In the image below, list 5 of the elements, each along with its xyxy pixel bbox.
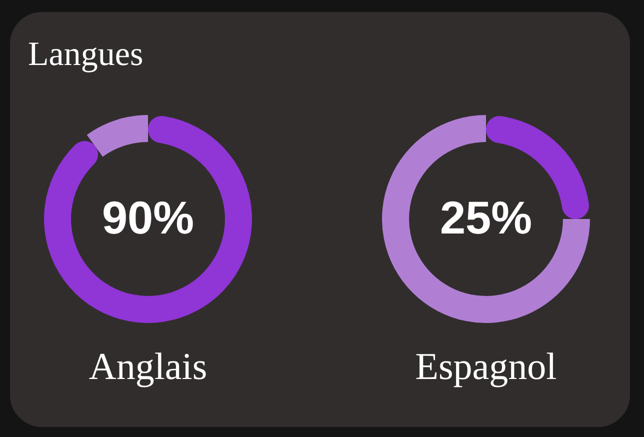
- chart-title: Langues: [28, 36, 144, 74]
- data-label: 25%: [440, 192, 532, 244]
- text: Espagnol: [414, 345, 558, 389]
- data-label: 90%: [102, 192, 194, 244]
- text: Anglais: [88, 345, 208, 389]
